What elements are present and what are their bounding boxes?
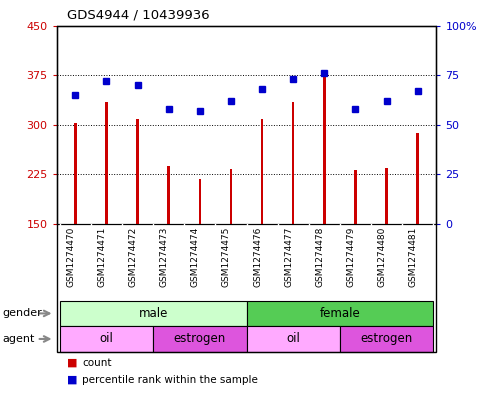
Text: GSM1274481: GSM1274481 <box>409 227 418 287</box>
Bar <box>105 102 108 224</box>
Bar <box>60 326 153 352</box>
Bar <box>246 326 340 352</box>
Bar <box>246 301 433 326</box>
Text: gender: gender <box>2 309 42 318</box>
Text: ■: ■ <box>67 358 77 368</box>
Text: estrogen: estrogen <box>360 332 413 345</box>
Text: GSM1274480: GSM1274480 <box>378 227 387 287</box>
Bar <box>60 301 246 326</box>
Text: GSM1274471: GSM1274471 <box>98 227 106 287</box>
Bar <box>417 133 419 224</box>
Text: oil: oil <box>100 332 113 345</box>
Text: female: female <box>319 307 360 320</box>
Bar <box>74 123 76 224</box>
Text: ■: ■ <box>67 375 77 385</box>
Bar <box>137 119 139 224</box>
Text: GDS4944 / 10439936: GDS4944 / 10439936 <box>67 9 209 22</box>
Bar <box>292 102 294 224</box>
Bar <box>230 169 232 224</box>
Bar <box>153 326 246 352</box>
Text: GSM1274479: GSM1274479 <box>347 227 355 287</box>
Text: GSM1274475: GSM1274475 <box>222 227 231 287</box>
Bar <box>385 168 388 224</box>
Text: count: count <box>82 358 112 368</box>
Text: percentile rank within the sample: percentile rank within the sample <box>82 375 258 385</box>
Text: GSM1274473: GSM1274473 <box>160 227 169 287</box>
Bar <box>354 170 356 224</box>
Text: male: male <box>139 307 168 320</box>
Text: oil: oil <box>286 332 300 345</box>
Bar <box>340 326 433 352</box>
Bar <box>323 70 325 224</box>
Text: GSM1274470: GSM1274470 <box>67 227 75 287</box>
Text: estrogen: estrogen <box>174 332 226 345</box>
Bar <box>168 166 170 224</box>
Bar <box>199 179 201 224</box>
Text: GSM1274478: GSM1274478 <box>316 227 324 287</box>
Bar <box>261 119 263 224</box>
Text: GSM1274474: GSM1274474 <box>191 227 200 287</box>
Text: GSM1274476: GSM1274476 <box>253 227 262 287</box>
Text: agent: agent <box>2 334 35 344</box>
Text: GSM1274477: GSM1274477 <box>284 227 293 287</box>
Text: GSM1274472: GSM1274472 <box>129 227 138 287</box>
